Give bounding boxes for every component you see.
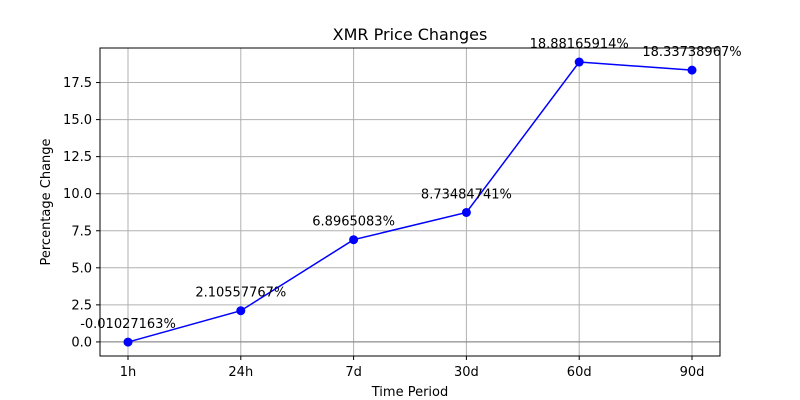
y-tick-label: 0.0 bbox=[71, 335, 92, 350]
y-tick-label: 17.5 bbox=[63, 76, 92, 91]
data-labels: -0.01027163% 2.10557767% 6.8965083% 8.73484… bbox=[80, 37, 741, 332]
data-point-7d bbox=[349, 235, 359, 245]
x-tick-label-7d: 7d bbox=[345, 365, 362, 380]
y-tick-label: 15.0 bbox=[63, 113, 92, 128]
y-tick-label: 5.0 bbox=[71, 261, 92, 276]
data-points bbox=[123, 57, 697, 347]
y-tick-label: 10.0 bbox=[63, 187, 92, 202]
data-label-1h: -0.01027163% bbox=[80, 317, 176, 332]
data-point-60d bbox=[574, 57, 584, 67]
x-axis-label: Time Period bbox=[371, 385, 448, 400]
y-tick-label: 12.5 bbox=[63, 150, 92, 165]
data-point-30d bbox=[461, 207, 471, 217]
data-point-90d bbox=[687, 65, 697, 75]
data-label-90d: 18.33738967% bbox=[642, 45, 741, 60]
series-line bbox=[127, 61, 693, 343]
data-label-24h: 2.10557767% bbox=[195, 286, 286, 301]
y-axis-label: Percentage Change bbox=[39, 138, 54, 265]
chart-title: XMR Price Changes bbox=[333, 25, 488, 44]
data-point-24h bbox=[236, 306, 246, 316]
x-tick-label-24h: 24h bbox=[228, 365, 253, 380]
data-label-7d: 6.8965083% bbox=[312, 215, 395, 230]
x-tick-label-30d: 30d bbox=[454, 365, 479, 380]
plot-frame bbox=[99, 47, 721, 357]
x-axis-ticks: 1h 24h 7d 30d 60d 90d bbox=[120, 356, 705, 380]
series-xmr bbox=[127, 61, 693, 343]
x-tick-label-90d: 90d bbox=[680, 365, 705, 380]
data-label-60d: 18.88165914% bbox=[530, 37, 629, 52]
x-tick-label-60d: 60d bbox=[567, 365, 592, 380]
y-axis-ticks: 0.0 2.5 5.0 7.5 10.0 12.5 15.0 17.5 bbox=[63, 76, 100, 350]
data-point-1h bbox=[123, 337, 133, 347]
y-tick-label: 2.5 bbox=[71, 298, 92, 313]
x-tick-label-1h: 1h bbox=[120, 365, 137, 380]
data-label-30d: 8.73484741% bbox=[421, 187, 512, 202]
y-tick-label: 7.5 bbox=[71, 224, 92, 239]
